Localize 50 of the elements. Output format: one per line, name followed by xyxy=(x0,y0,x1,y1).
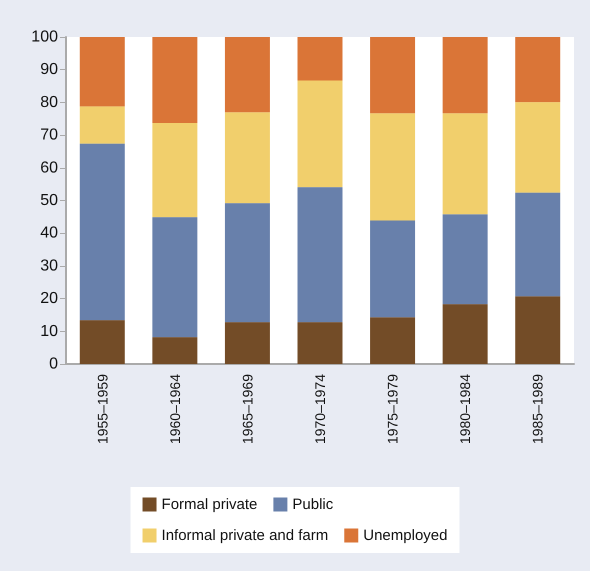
bar xyxy=(442,304,488,364)
y-tick-label: 0 xyxy=(49,356,58,372)
bar xyxy=(298,187,342,322)
y-tick-label: 80 xyxy=(40,94,58,111)
x-tick-label: 1975–1979 xyxy=(384,374,401,444)
legend-label: Unemployed xyxy=(363,527,448,544)
bar xyxy=(152,37,198,123)
bar xyxy=(152,217,198,338)
bar xyxy=(442,37,488,114)
bar xyxy=(370,37,416,114)
y-tick-label: 50 xyxy=(40,192,58,209)
y-tick-label: 70 xyxy=(40,126,58,144)
x-tick-label: 1980–1984 xyxy=(457,374,474,444)
bar xyxy=(80,320,125,364)
y-tick-label: 60 xyxy=(40,159,58,176)
bar xyxy=(224,322,270,364)
bar xyxy=(224,203,270,322)
bar xyxy=(80,106,125,144)
bar xyxy=(442,113,488,214)
bar xyxy=(152,337,198,364)
bar xyxy=(80,37,125,106)
x-tick-label: 1960–1964 xyxy=(166,374,183,444)
x-tick-label: 1955–1959 xyxy=(94,374,110,444)
bar xyxy=(152,123,198,218)
bar xyxy=(298,322,342,364)
legend-label: Informal private and farm xyxy=(162,527,328,544)
legend-label: Public xyxy=(292,496,334,513)
bar xyxy=(515,37,560,102)
y-tick-label: 20 xyxy=(40,290,58,308)
bar xyxy=(298,80,342,188)
legend-label: Formal private xyxy=(162,496,258,513)
bar xyxy=(370,113,416,220)
bar xyxy=(224,112,270,204)
bar xyxy=(224,37,270,112)
bar xyxy=(442,214,488,304)
bar xyxy=(515,296,560,364)
y-tick-label: 40 xyxy=(40,224,58,242)
bar xyxy=(298,37,342,80)
bar xyxy=(370,220,416,318)
bar xyxy=(515,192,560,296)
x-tick-label: 1965–1969 xyxy=(239,374,256,444)
x-tick-label: 1970–1974 xyxy=(312,374,328,444)
y-tick-label: 10 xyxy=(40,322,58,340)
y-tick-label: 90 xyxy=(40,61,58,78)
bar xyxy=(370,317,416,364)
x-tick-label: 1985–1989 xyxy=(530,374,546,444)
bar xyxy=(515,102,560,193)
y-tick-label: 100 xyxy=(31,28,58,46)
bar xyxy=(80,144,125,320)
y-tick-label: 30 xyxy=(40,257,58,274)
